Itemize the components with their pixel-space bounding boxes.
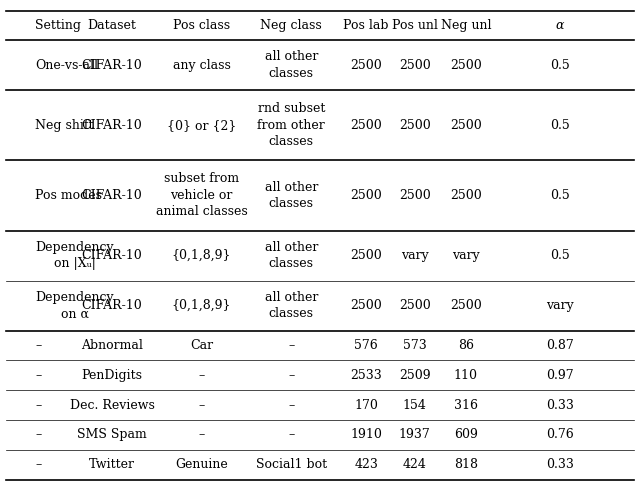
Text: –: –	[198, 399, 205, 411]
Text: Neg unl: Neg unl	[441, 19, 491, 32]
Text: Social1 bot: Social1 bot	[255, 458, 327, 471]
Text: 2500: 2500	[399, 119, 431, 132]
Text: {0,1,8,9}: {0,1,8,9}	[172, 249, 231, 262]
Text: Abnormal: Abnormal	[81, 339, 143, 352]
Text: 0.33: 0.33	[546, 458, 574, 471]
Text: all other
classes: all other classes	[264, 291, 318, 321]
Text: CIFAR-10: CIFAR-10	[82, 249, 142, 262]
Text: all other
classes: all other classes	[264, 241, 318, 271]
Text: Dependency
on α: Dependency on α	[35, 291, 114, 321]
Text: 609: 609	[454, 429, 478, 441]
Text: 573: 573	[403, 339, 427, 352]
Text: CIFAR-10: CIFAR-10	[82, 119, 142, 132]
Text: –: –	[198, 369, 205, 382]
Text: vary: vary	[452, 249, 480, 262]
Text: –: –	[288, 429, 294, 441]
Text: 2500: 2500	[399, 189, 431, 202]
Text: 0.33: 0.33	[546, 399, 574, 411]
Text: any class: any class	[173, 58, 230, 72]
Text: –: –	[288, 369, 294, 382]
Text: –: –	[35, 399, 42, 411]
Text: 2500: 2500	[399, 299, 431, 312]
Text: 2500: 2500	[450, 189, 482, 202]
Text: 110: 110	[454, 369, 478, 382]
Text: Pos modes: Pos modes	[35, 189, 102, 202]
Text: One-vs-all: One-vs-all	[35, 58, 98, 72]
Text: 2533: 2533	[350, 369, 382, 382]
Text: Genuine: Genuine	[175, 458, 228, 471]
Text: 0.97: 0.97	[546, 369, 574, 382]
Text: –: –	[288, 339, 294, 352]
Text: Dec. Reviews: Dec. Reviews	[70, 399, 154, 411]
Text: 2500: 2500	[450, 299, 482, 312]
Text: 170: 170	[354, 399, 378, 411]
Text: 0.5: 0.5	[550, 119, 570, 132]
Text: subset from
vehicle or
animal classes: subset from vehicle or animal classes	[156, 172, 248, 218]
Text: 2500: 2500	[350, 299, 382, 312]
Text: 2500: 2500	[350, 58, 382, 72]
Text: SMS Spam: SMS Spam	[77, 429, 147, 441]
Text: Setting: Setting	[35, 19, 81, 32]
Text: –: –	[35, 339, 42, 352]
Text: all other
classes: all other classes	[264, 51, 318, 80]
Text: 2509: 2509	[399, 369, 431, 382]
Text: –: –	[288, 399, 294, 411]
Text: CIFAR-10: CIFAR-10	[82, 58, 142, 72]
Text: 0.87: 0.87	[546, 339, 574, 352]
Text: Dataset: Dataset	[88, 19, 136, 32]
Text: CIFAR-10: CIFAR-10	[82, 189, 142, 202]
Text: 316: 316	[454, 399, 478, 411]
Text: {0} or {2}: {0} or {2}	[167, 119, 236, 132]
Text: Twitter: Twitter	[89, 458, 135, 471]
Text: –: –	[35, 369, 42, 382]
Text: vary: vary	[546, 299, 574, 312]
Text: vary: vary	[401, 249, 429, 262]
Text: Pos lab: Pos lab	[343, 19, 389, 32]
Text: Pos unl: Pos unl	[392, 19, 438, 32]
Text: 2500: 2500	[450, 58, 482, 72]
Text: 424: 424	[403, 458, 427, 471]
Text: 576: 576	[354, 339, 378, 352]
Text: 154: 154	[403, 399, 427, 411]
Text: 2500: 2500	[350, 189, 382, 202]
Text: 1910: 1910	[350, 429, 382, 441]
Text: Neg shift: Neg shift	[35, 119, 93, 132]
Text: 0.76: 0.76	[546, 429, 574, 441]
Text: Car: Car	[190, 339, 213, 352]
Text: PenDigits: PenDigits	[81, 369, 143, 382]
Text: 0.5: 0.5	[550, 189, 570, 202]
Text: all other
classes: all other classes	[264, 181, 318, 210]
Text: Dependency
on |Xᵤ|: Dependency on |Xᵤ|	[35, 241, 114, 271]
Text: 2500: 2500	[399, 58, 431, 72]
Text: –: –	[35, 458, 42, 471]
Text: 818: 818	[454, 458, 478, 471]
Text: α: α	[556, 19, 564, 32]
Text: Neg class: Neg class	[260, 19, 322, 32]
Text: CIFAR-10: CIFAR-10	[82, 299, 142, 312]
Text: rnd subset
from other
classes: rnd subset from other classes	[257, 102, 325, 148]
Text: 2500: 2500	[350, 119, 382, 132]
Text: 0.5: 0.5	[550, 58, 570, 72]
Text: 1937: 1937	[399, 429, 431, 441]
Text: 0.5: 0.5	[550, 249, 570, 262]
Text: 2500: 2500	[350, 249, 382, 262]
Text: 2500: 2500	[450, 119, 482, 132]
Text: 423: 423	[354, 458, 378, 471]
Text: {0,1,8,9}: {0,1,8,9}	[172, 299, 231, 312]
Text: 86: 86	[458, 339, 474, 352]
Text: –: –	[198, 429, 205, 441]
Text: Pos class: Pos class	[173, 19, 230, 32]
Text: –: –	[35, 429, 42, 441]
